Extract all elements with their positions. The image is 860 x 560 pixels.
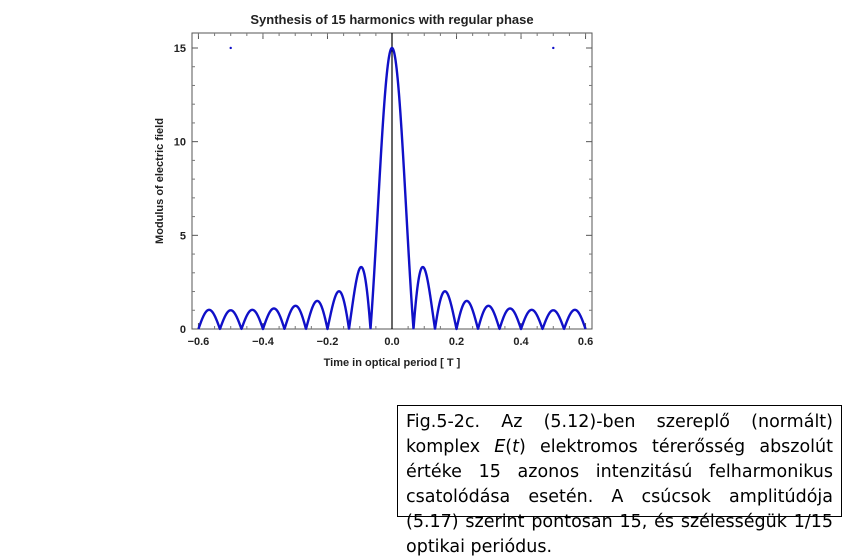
y-tick-label: 15	[174, 43, 186, 55]
x-tick-label: 0.2	[449, 336, 464, 348]
caption-text-start: Fig.5-2c. Az (5.12)-ben szereplő (normál…	[406, 412, 833, 457]
x-axis-label: Time in optical period [ T ]	[324, 357, 461, 369]
chart: Synthesis of 15 harmonics with regular p…	[154, 12, 593, 369]
x-tick-label: −0.6	[188, 336, 210, 348]
y-tick-label: 5	[180, 230, 186, 242]
caption-paren-open: (	[505, 437, 513, 457]
y-tick-label: 0	[180, 324, 186, 336]
x-tick-label: 0.6	[578, 336, 593, 348]
peak-point	[552, 46, 555, 50]
x-tick-label: −0.4	[252, 336, 275, 348]
x-tick-label: −0.2	[317, 336, 339, 348]
y-axis-label: Modulus of electric field	[154, 118, 166, 244]
peak-point	[390, 46, 394, 50]
x-tick-label: 0.4	[513, 336, 529, 348]
peak-points	[229, 46, 555, 50]
peak-point	[229, 46, 232, 50]
y-tick-label: 10	[174, 137, 186, 149]
axis-ticks: −0.6 −0.4 −0.2 0.0 0.2 0.4 0.6 0 5 10 15	[174, 33, 593, 348]
caption-text-end: ) elektromos térerősség abszolút értéke …	[406, 437, 833, 557]
caption-italic-t: t	[512, 437, 519, 457]
caption-italic-e: E	[494, 437, 506, 457]
figure-caption: Fig.5-2c. Az (5.12)-ben szereplő (normál…	[397, 405, 842, 557]
chart-title: Synthesis of 15 harmonics with regular p…	[250, 12, 533, 27]
x-tick-label: 0.0	[384, 336, 399, 348]
